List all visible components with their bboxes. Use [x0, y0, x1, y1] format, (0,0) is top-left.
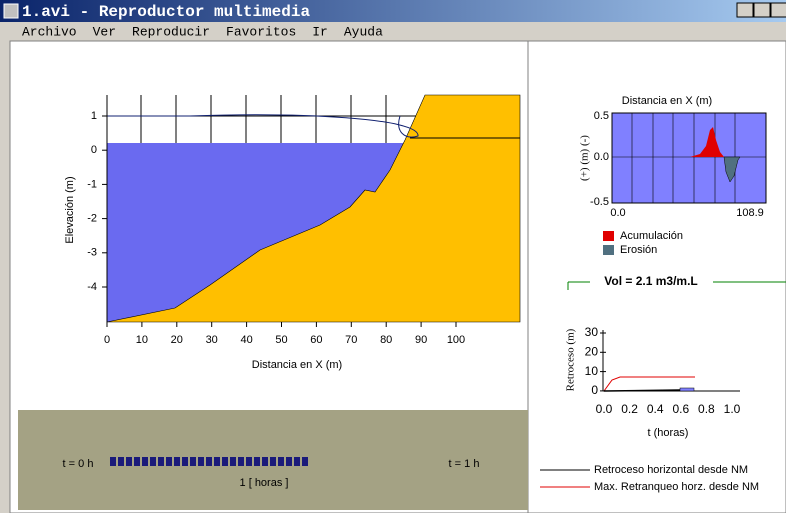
progress-block — [262, 457, 268, 466]
progress-block — [110, 457, 116, 466]
change-plot — [611, 112, 767, 204]
x-tick-label: 1.0 — [724, 402, 741, 416]
window-title: 1.avi - Reproductor multimedia — [22, 3, 310, 21]
change-ylabel: (+) (m) (-) — [579, 135, 591, 181]
y-axis-label: Elevación (m) — [64, 176, 76, 243]
progress-block — [142, 457, 148, 466]
x-tick-label: 0.6 — [672, 402, 689, 416]
x-tick-label: 100 — [447, 334, 465, 346]
menu-item[interactable]: Reproducir — [132, 24, 210, 39]
x-axis-label: Distancia en X (m) — [252, 359, 342, 371]
y-tick-label: 1 — [91, 110, 97, 122]
retreat-xlabel: t (horas) — [648, 427, 689, 439]
progress-block — [286, 457, 292, 466]
y-tick-label: 10 — [585, 364, 599, 378]
x-tick-label: 0 — [104, 334, 110, 346]
menu-item[interactable]: Ver — [93, 24, 116, 39]
progress-block — [294, 457, 300, 466]
x-tick-label: 60 — [310, 334, 322, 346]
app-icon — [3, 3, 19, 19]
progress-block — [134, 457, 140, 466]
y-tick-label: 0.0 — [594, 151, 609, 163]
legend-swatch — [603, 231, 614, 241]
progress-block — [198, 457, 204, 466]
retreat-line — [603, 389, 681, 392]
minimize-button[interactable] — [736, 2, 754, 18]
x-tick-label: 90 — [415, 334, 427, 346]
volume: Vol = 2.1 m3/m.L — [604, 274, 697, 288]
progress-block — [150, 457, 156, 466]
progress-block — [118, 457, 124, 466]
x-tick-label: 70 — [345, 334, 357, 346]
x-tick-label: 40 — [240, 334, 252, 346]
close-button[interactable] — [770, 2, 786, 18]
y-tick-label: -1 — [87, 178, 97, 190]
change-grid — [612, 113, 766, 203]
maximize-button[interactable] — [753, 2, 771, 18]
progress-block — [278, 457, 284, 466]
progress-block — [230, 457, 236, 466]
progress-block — [270, 457, 276, 466]
menu-item[interactable]: Archivo — [22, 24, 77, 39]
y-tick-label: 30 — [585, 325, 599, 339]
menu-item[interactable]: Favoritos — [226, 24, 296, 39]
y-tick-label: -2 — [87, 213, 97, 225]
retreat-ylabel: Retroceso (m) — [565, 328, 577, 391]
max-retreat-line — [603, 376, 695, 392]
menu-item[interactable]: Ayuda — [344, 24, 383, 39]
y-tick-label: -0.5 — [590, 196, 609, 208]
x-tick-label: 0.0 — [610, 207, 625, 219]
menu-item[interactable]: Ir — [312, 24, 328, 39]
legend-label: Erosión — [620, 244, 657, 256]
x-tick-label: 0.4 — [647, 402, 664, 416]
timeline-end: t = 1 h — [449, 458, 480, 470]
progress-block — [238, 457, 244, 466]
progress-block — [190, 457, 196, 466]
progress-block — [126, 457, 132, 466]
progress-block — [246, 457, 252, 466]
y-tick-label: 20 — [585, 344, 599, 358]
x-tick-label: 108.9 — [736, 207, 764, 219]
progress-block — [182, 457, 188, 466]
legend-label: Max. Retranqueo horz. desde NM — [594, 481, 759, 493]
x-tick-label: 0.0 — [596, 402, 613, 416]
sand — [106, 94, 521, 323]
y-tick-label: 0 — [591, 383, 598, 397]
y-tick-label: 0 — [91, 144, 97, 156]
x-tick-label: 0.8 — [698, 402, 715, 416]
legend-label: Acumulación — [620, 230, 683, 242]
progress-block — [206, 457, 212, 466]
progress-block — [254, 457, 260, 466]
legend-label: Retroceso horizontal desde NM — [594, 464, 748, 476]
x-tick-label: 50 — [275, 334, 287, 346]
progress-block — [158, 457, 164, 466]
timeline-start: t = 0 h — [63, 458, 94, 470]
progress-block — [214, 457, 220, 466]
erosion — [723, 156, 741, 183]
x-tick-label: 10 — [136, 334, 148, 346]
legend-swatch — [603, 245, 614, 255]
window-buttons[interactable] — [736, 2, 786, 18]
accumulation — [690, 127, 724, 157]
timeline-duration: 1 [ horas ] — [240, 477, 289, 489]
progress-bar — [110, 457, 308, 466]
change-title: Distancia en X (m) — [622, 95, 712, 107]
y-tick-label: -3 — [87, 247, 97, 259]
progress-block — [302, 457, 308, 466]
y-tick-label: 0.5 — [594, 110, 609, 122]
profile-line — [107, 114, 419, 138]
menu-bar — [0, 22, 786, 41]
title-bar — [0, 0, 786, 22]
progress-block — [174, 457, 180, 466]
x-tick-label: 80 — [380, 334, 392, 346]
progress-block — [166, 457, 172, 466]
y-tick-label: -4 — [87, 281, 97, 293]
x-tick-label: 20 — [171, 334, 183, 346]
x-tick-label: 30 — [206, 334, 218, 346]
x-tick-label: 0.2 — [621, 402, 638, 416]
progress-block — [222, 457, 228, 466]
retreat-bar — [679, 387, 695, 392]
